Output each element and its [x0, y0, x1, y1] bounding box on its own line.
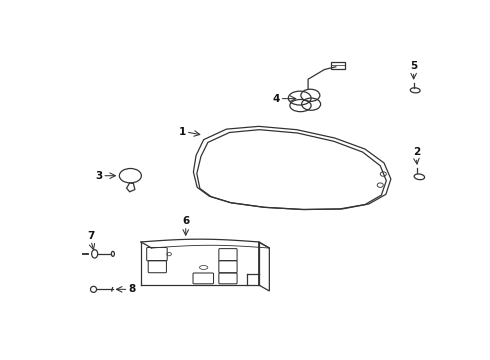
Text: 4: 4 [272, 94, 280, 104]
Text: 3: 3 [95, 171, 102, 181]
Text: 5: 5 [410, 61, 417, 71]
Text: 6: 6 [182, 216, 189, 226]
Text: 7: 7 [87, 230, 95, 240]
Text: 1: 1 [178, 127, 186, 137]
Text: 8: 8 [128, 284, 136, 294]
Text: 2: 2 [413, 147, 420, 157]
Bar [331, 62, 344, 69]
